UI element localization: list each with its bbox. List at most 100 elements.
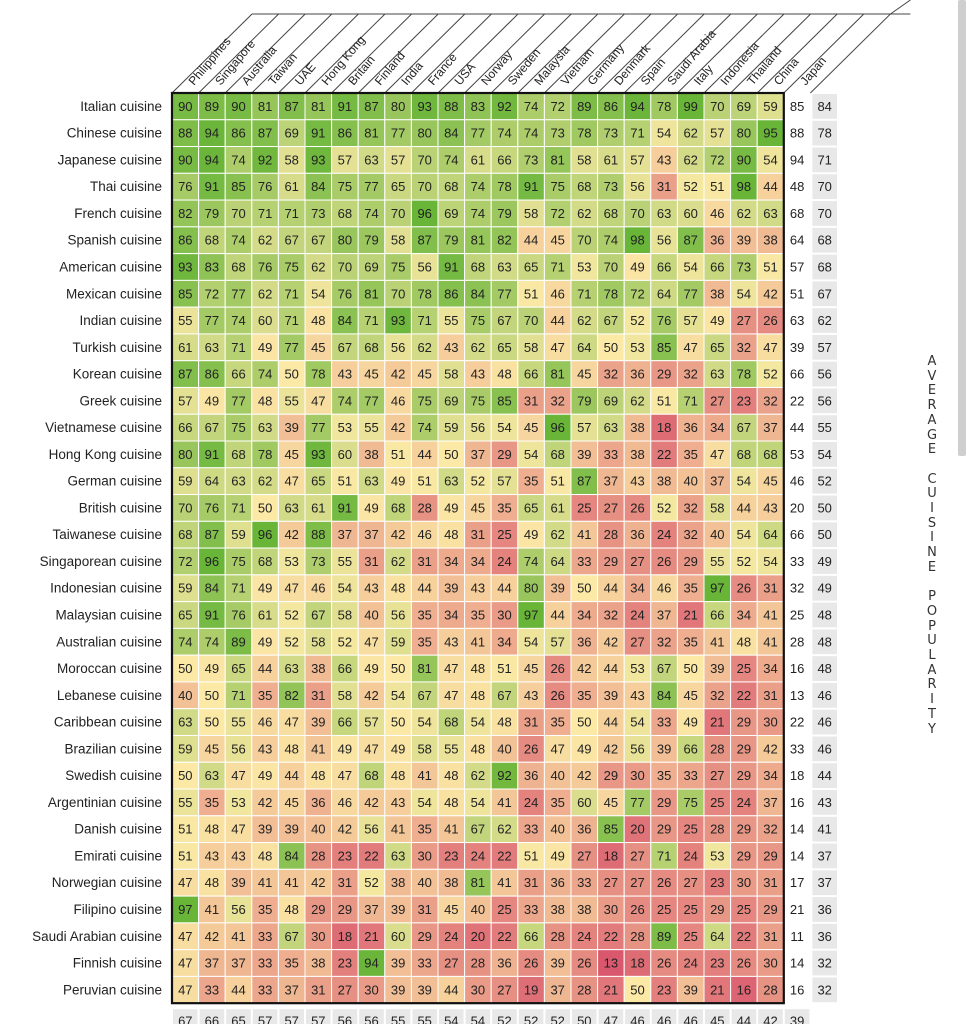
cell-value: 13 <box>604 956 618 971</box>
column-average-cell <box>572 1009 597 1024</box>
cell-value: 21 <box>604 982 618 997</box>
heatmap-cell <box>384 627 412 656</box>
cell-value: 68 <box>258 554 272 569</box>
cell-value: 49 <box>391 474 405 489</box>
row-average-value: 54 <box>817 447 831 462</box>
heatmap-cell <box>517 895 545 924</box>
cell-value: 47 <box>178 929 192 944</box>
cell-value: 30 <box>364 982 378 997</box>
column-average-value: 46 <box>630 1014 644 1024</box>
row-average-value: 46 <box>817 715 831 730</box>
cell-value: 26 <box>524 956 538 971</box>
cell-value: 63 <box>444 474 458 489</box>
cell-value: 35 <box>417 634 431 649</box>
cell-value: 35 <box>471 608 485 623</box>
cell-value: 74 <box>471 179 485 194</box>
cell-value: 47 <box>178 956 192 971</box>
cell-value: 55 <box>178 313 192 328</box>
heatmap-cell <box>597 922 625 951</box>
heatmap-cell <box>703 601 732 629</box>
cell-value: 33 <box>258 982 272 997</box>
header-divider <box>517 13 599 94</box>
heatmap-cell <box>517 119 545 148</box>
cell-value: 76 <box>338 286 352 301</box>
heatmap-cell <box>676 253 705 281</box>
cell-value: 79 <box>364 233 378 248</box>
cell-value: 92 <box>497 768 511 783</box>
cell-value: 91 <box>338 500 352 515</box>
row-label: Italian cuisine <box>80 99 162 114</box>
cell-value: 34 <box>763 661 777 676</box>
cell-value: 48 <box>471 688 485 703</box>
heatmap-cell <box>224 172 253 201</box>
heatmap-cell <box>623 333 652 362</box>
heatmap-cell <box>357 922 386 951</box>
cell-value: 50 <box>205 688 219 703</box>
cell-value: 36 <box>524 768 538 783</box>
heatmap-cell-plain <box>787 120 807 146</box>
cell-value: 78 <box>258 447 272 462</box>
column-average-value: 56 <box>338 1014 352 1024</box>
heatmap-cell <box>277 654 306 683</box>
cell-value: 40 <box>497 741 511 756</box>
heatmap-cell <box>277 360 306 388</box>
cell-value: 68 <box>471 260 485 275</box>
cell-value: 33 <box>258 929 272 944</box>
column-average-value: 50 <box>577 1014 591 1024</box>
heatmap-cell <box>703 253 732 281</box>
cell-value: 74 <box>524 99 538 114</box>
heatmap-cell <box>650 360 678 388</box>
cell-value: 87 <box>417 233 431 248</box>
heatmap-cell <box>650 119 678 148</box>
heatmap-cell-plain <box>787 790 807 815</box>
cell-value: 27 <box>710 393 724 408</box>
scrollbar-thumb[interactable] <box>958 0 966 456</box>
column-average-cell <box>226 1009 251 1024</box>
scrollbar-track[interactable] <box>956 0 967 1024</box>
heatmap-cell <box>224 226 253 255</box>
heatmap-cell <box>543 654 572 683</box>
cell-value: 67 <box>417 688 431 703</box>
cell-value: 22 <box>737 688 751 703</box>
cell-value: 61 <box>471 152 485 167</box>
cell-value: 43 <box>338 367 352 382</box>
cell-value: 61 <box>178 340 192 355</box>
heatmap-cell <box>730 253 758 281</box>
cell-value: 43 <box>630 474 644 489</box>
heatmap-cell <box>331 895 359 924</box>
header-divider <box>677 13 758 94</box>
heatmap-cell <box>277 788 306 817</box>
cell-value: 66 <box>231 367 245 382</box>
heatmap-cell <box>331 842 359 870</box>
row-label: Lebanese cuisine <box>57 688 162 703</box>
heatmap-cell <box>490 253 519 281</box>
heatmap-cell <box>623 842 652 870</box>
cell-value: 23 <box>737 393 751 408</box>
cell-value: 81 <box>471 233 485 248</box>
cell-value: 42 <box>604 741 618 756</box>
cell-value: 34 <box>710 420 724 435</box>
row-average-value: 32 <box>817 982 831 997</box>
heatmap-cell <box>650 413 678 442</box>
cell-value: 40 <box>550 768 564 783</box>
cell-value: 76 <box>258 179 272 194</box>
cell-value: 80 <box>417 126 431 141</box>
cell-value: 60 <box>391 929 405 944</box>
cell-value: 56 <box>630 179 644 194</box>
heatmap-cell <box>464 119 492 148</box>
heatmap-cell <box>251 922 279 951</box>
cell-value: 90 <box>178 99 192 114</box>
cell-value: 23 <box>338 848 352 863</box>
cell-value: 62 <box>417 340 431 355</box>
heatmap-cell <box>331 146 359 174</box>
cell-value: 42 <box>391 420 405 435</box>
cell-value: 28 <box>604 527 618 542</box>
heatmap-cell <box>171 199 200 228</box>
cell-value: 48 <box>471 661 485 676</box>
cell-value: 57 <box>710 126 724 141</box>
cell-value: 74 <box>604 233 618 248</box>
heatmap-cell <box>570 494 599 522</box>
cell-value: 32 <box>604 608 618 623</box>
heatmap-cell-plain <box>787 308 807 333</box>
cell-value: 54 <box>417 715 431 730</box>
